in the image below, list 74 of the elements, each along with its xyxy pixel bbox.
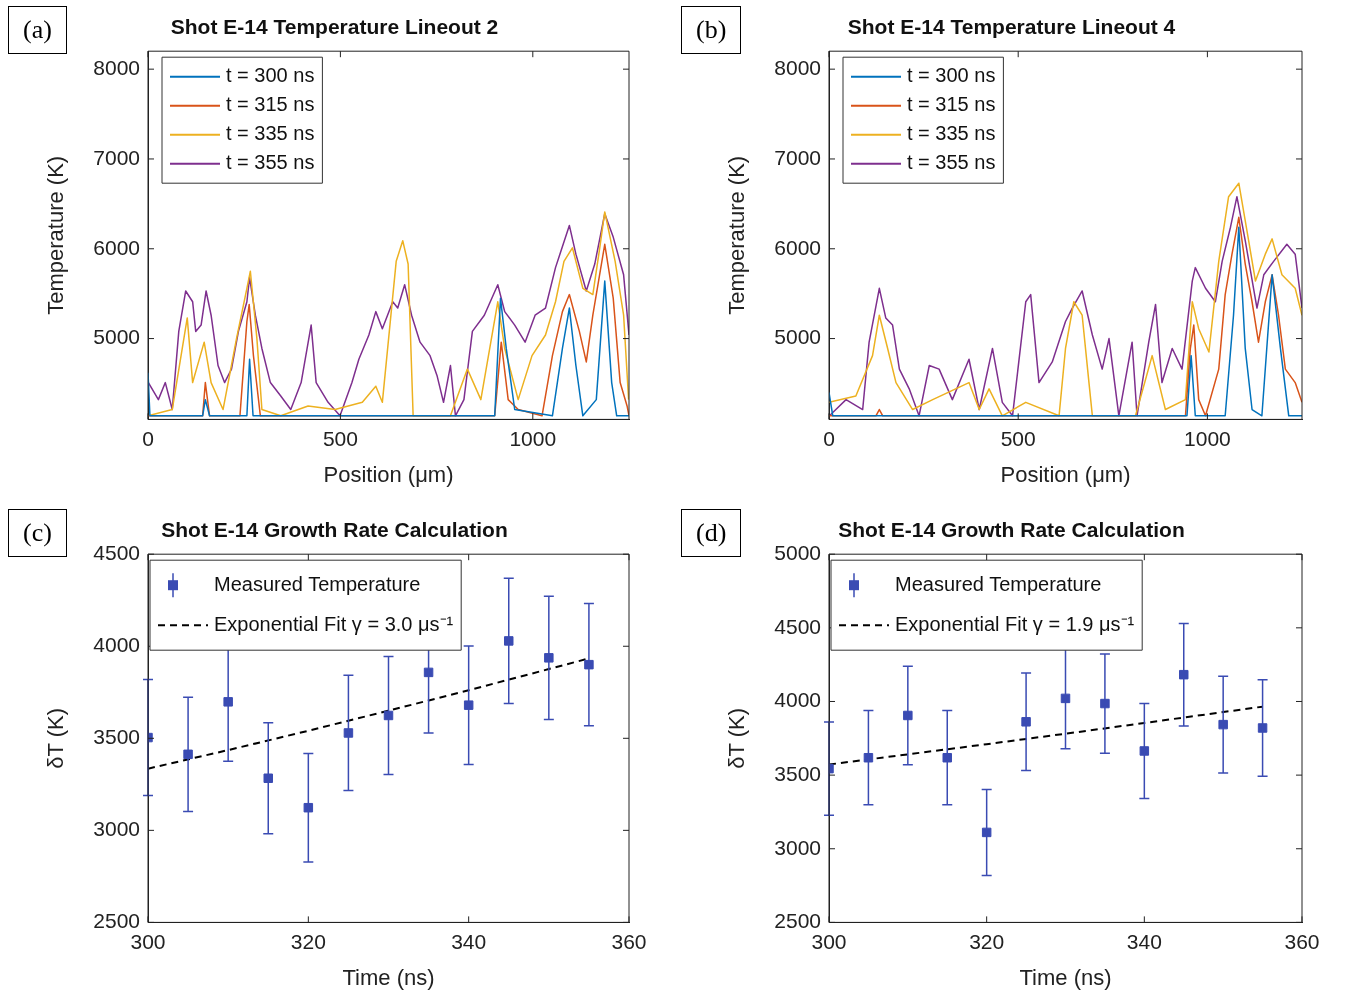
- legend-label: t = 355 ns: [907, 151, 996, 174]
- x-tick-label: 500: [322, 426, 358, 450]
- x-tick-label: 320: [969, 929, 1005, 953]
- point: [1139, 746, 1150, 756]
- y-tick-label: 5000: [774, 541, 821, 564]
- x-tick-label: 320: [290, 929, 326, 953]
- x-tick-label: 0: [142, 426, 154, 450]
- y-tick-label: 4500: [774, 614, 821, 638]
- point: [343, 728, 354, 738]
- text: (b): [681, 6, 742, 54]
- y-tick-label: 7000: [93, 145, 140, 169]
- point: [1060, 693, 1071, 704]
- x-tick-label: 1000: [509, 426, 557, 450]
- point: [1257, 723, 1268, 733]
- y-tick-label: 3500: [774, 761, 821, 785]
- y-tick-label: 5000: [774, 325, 821, 349]
- point: [303, 802, 314, 813]
- text: (a): [8, 6, 67, 54]
- x-axis-title: Time (ns): [1019, 964, 1112, 990]
- point: [1021, 717, 1031, 727]
- point: [263, 773, 273, 783]
- y-tick-label: 4000: [774, 688, 821, 712]
- y-tick-label: 6000: [774, 235, 821, 259]
- x-tick-label: 360: [1284, 929, 1320, 953]
- point: [584, 659, 594, 670]
- point: [942, 753, 952, 763]
- x-axis-title: Time (ns): [342, 964, 435, 990]
- y-tick-label: 8000: [774, 55, 821, 79]
- legend-label: t = 300 ns: [226, 64, 315, 87]
- chart-title: Shot E-14 Growth Rate Calculation: [161, 518, 508, 542]
- legend-label: t = 355 ns: [226, 151, 315, 174]
- chart-title: Shot E-14 Temperature Lineout 2: [170, 15, 499, 39]
- point: [863, 753, 874, 763]
- y-tick-label: 4500: [93, 541, 140, 564]
- y-tick-label: 3500: [93, 725, 140, 749]
- point: [223, 697, 233, 707]
- x-tick-label: 0: [823, 426, 835, 450]
- x-tick-label: 340: [451, 929, 487, 953]
- y-tick-label: 3000: [774, 835, 821, 859]
- y-axis-title: δT (K): [43, 707, 69, 769]
- point: [504, 636, 514, 646]
- point: [183, 749, 193, 760]
- legend-label: Measured Temperature: [214, 572, 421, 595]
- point: [1179, 669, 1189, 680]
- x-axis-title: Position (μm): [1000, 461, 1131, 487]
- legend-label: t = 315 ns: [907, 93, 996, 116]
- chart-title: Shot E-14 Growth Rate Calculation: [838, 518, 1185, 542]
- y-tick-label: 3000: [93, 817, 140, 841]
- legend-label: Measured Temperature: [895, 572, 1102, 595]
- x-tick-label: 500: [1000, 426, 1036, 450]
- legend-label: t = 300 ns: [907, 64, 996, 87]
- x-tick-label: 360: [611, 929, 647, 953]
- y-axis-title: Temperature (K): [724, 155, 750, 315]
- x-tick-label: 1000: [1184, 426, 1231, 450]
- text: (d): [681, 509, 742, 557]
- x-tick-label: 340: [1126, 929, 1162, 953]
- point: [463, 700, 474, 710]
- point: [544, 653, 554, 663]
- legend-label: Exponential Fit γ = 1.9 μs⁻¹: [895, 612, 1135, 635]
- legend-label: t = 335 ns: [226, 122, 315, 145]
- x-axis-title: Position (μm): [323, 461, 454, 487]
- y-tick-label: 7000: [774, 145, 821, 169]
- chart-title: Shot E-14 Temperature Lineout 4: [847, 15, 1176, 39]
- point: [981, 827, 992, 838]
- y-tick-label: 4000: [93, 633, 140, 657]
- y-tick-label: 5000: [93, 325, 140, 349]
- y-tick-label: 6000: [93, 235, 140, 259]
- y-axis-title: Temperature (K): [43, 155, 69, 315]
- legend-label: Exponential Fit γ = 3.0 μs⁻¹: [214, 612, 454, 635]
- y-tick-label: 8000: [93, 55, 140, 79]
- y-axis-title: δT (K): [724, 707, 750, 769]
- legend-label: t = 335 ns: [907, 122, 996, 145]
- text: (c): [8, 509, 67, 557]
- legend-label: t = 315 ns: [226, 93, 315, 116]
